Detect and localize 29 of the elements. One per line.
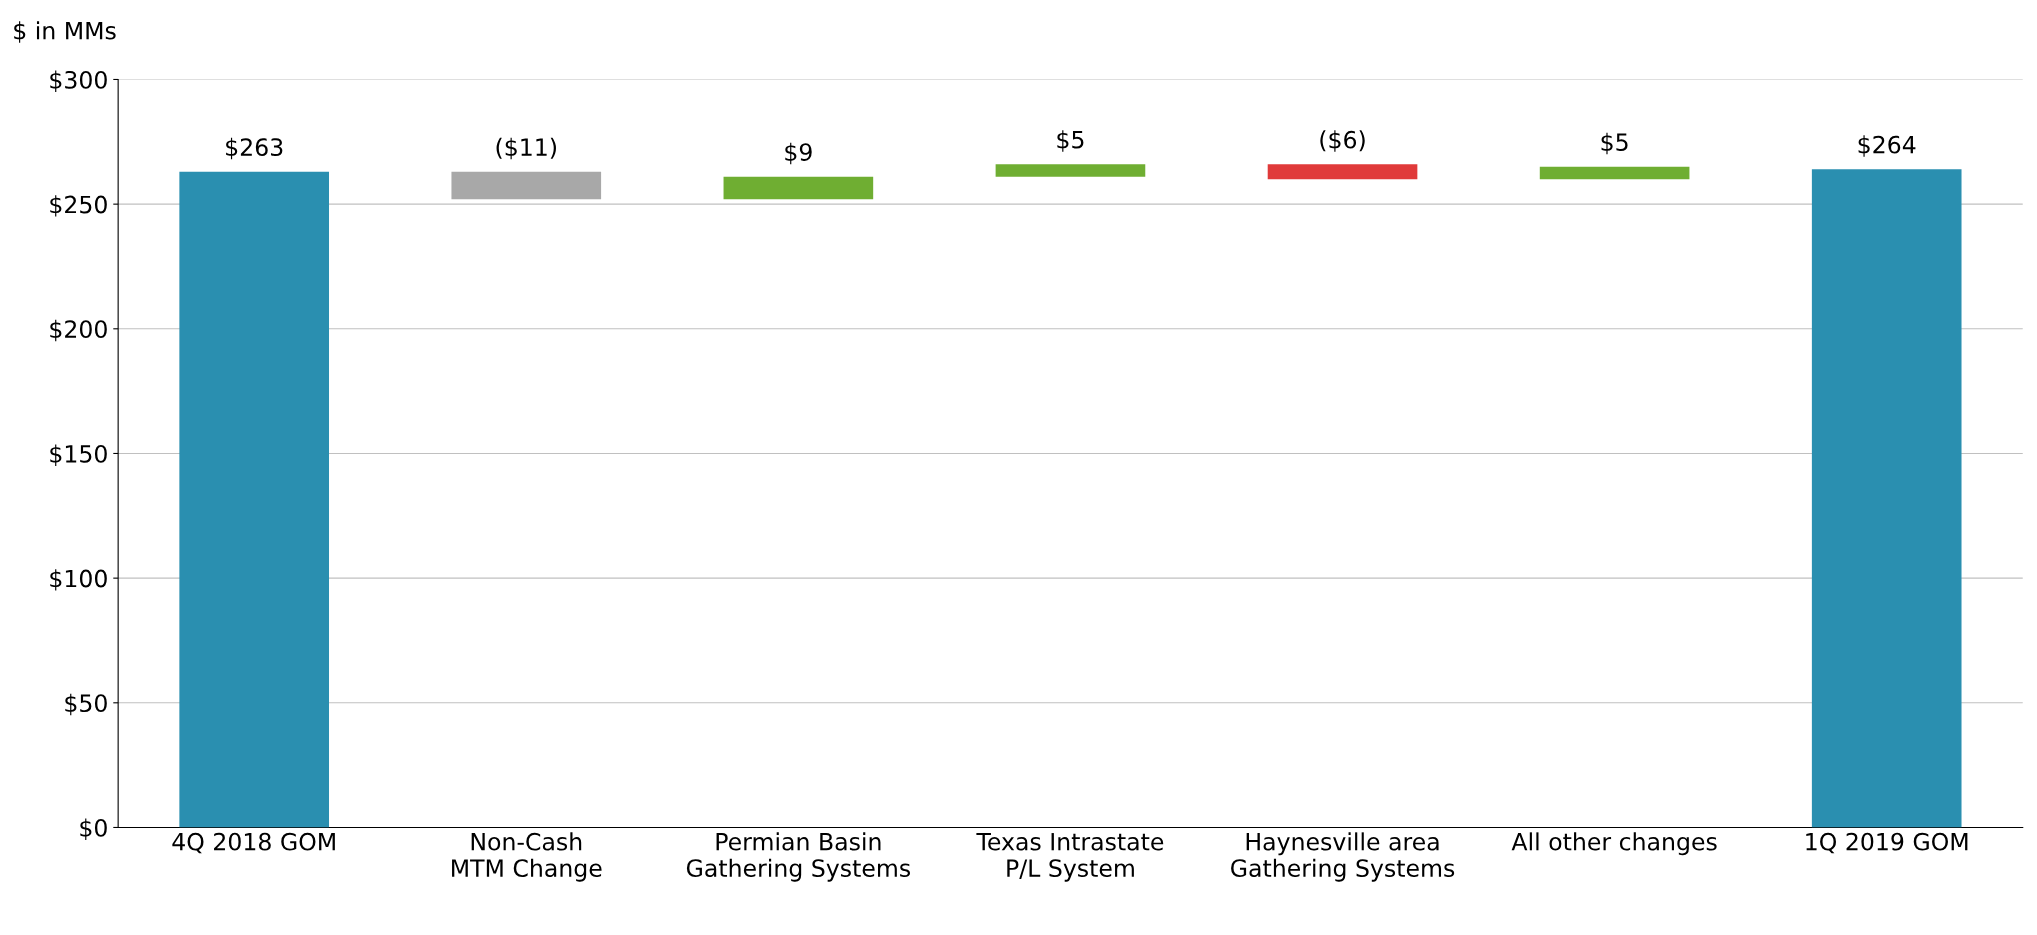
y-tick-label: $100 <box>50 569 107 591</box>
x-tick-label: 1Q 2019 GOM <box>1806 832 1968 854</box>
x-tick-label: 4Q 2018 GOM <box>172 832 335 854</box>
bar <box>995 164 1146 177</box>
y-tick-label: $200 <box>50 319 107 342</box>
data-label: $264 <box>1858 135 1916 157</box>
y-tick-label: $250 <box>50 195 107 217</box>
bar <box>723 176 874 200</box>
bar <box>1267 164 1418 180</box>
y-tick-label: $150 <box>50 444 107 466</box>
bar <box>451 171 602 200</box>
y-tick-label: $50 <box>65 693 107 716</box>
x-tick-label: Permian Basin Gathering Systems <box>686 832 910 882</box>
data-label: $263 <box>226 137 283 160</box>
y-tick-label: $300 <box>50 70 107 92</box>
bar <box>1539 166 1690 180</box>
x-tick-label: Non-Cash MTM Change <box>452 832 602 882</box>
y-axis-title: $ in MMs <box>14 21 116 43</box>
x-tick-label: All other changes <box>1511 832 1717 856</box>
x-tick-label: Haynesville area Gathering Systems <box>1231 832 1455 882</box>
data-label: ($11) <box>496 137 556 160</box>
bar <box>179 171 330 828</box>
data-label: $9 <box>785 142 812 165</box>
data-label: $5 <box>1601 132 1628 155</box>
bar <box>1811 169 1962 828</box>
y-tick-label: $0 <box>80 818 107 840</box>
data-label: $5 <box>1057 130 1084 152</box>
data-label: ($6) <box>1320 130 1365 152</box>
x-tick-label: Texas Intrastate P/L System <box>976 833 1164 882</box>
